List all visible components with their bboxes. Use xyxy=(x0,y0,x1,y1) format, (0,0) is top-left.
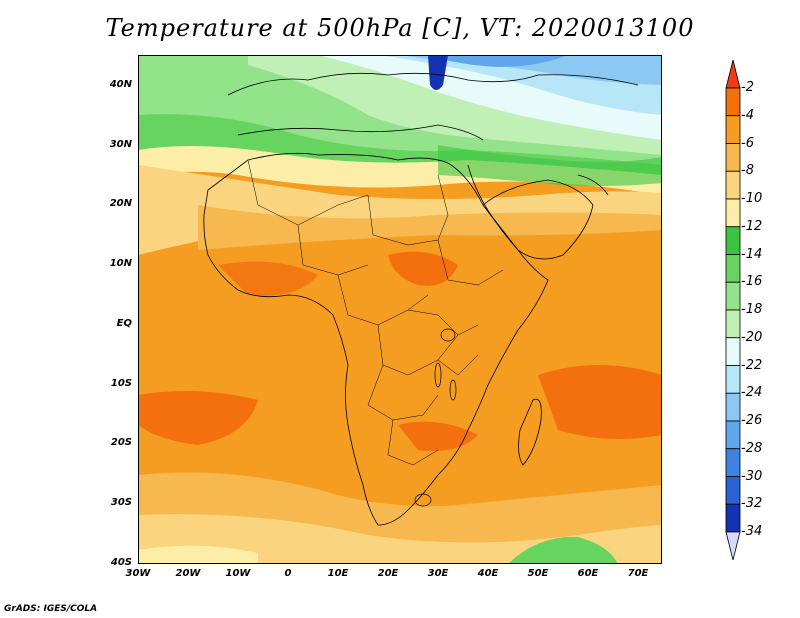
colorbar-level-label: -16 xyxy=(741,274,763,290)
europe-coast xyxy=(227,72,639,96)
lon-tick: 10E xyxy=(327,568,349,579)
lon-tick: 20W xyxy=(175,568,201,579)
colorbar-level-label: -8 xyxy=(741,163,754,179)
temperature-map xyxy=(138,55,662,564)
colorbar-level-label: -6 xyxy=(741,135,754,151)
warm-patch-west-africa xyxy=(218,261,318,296)
colorbar-bottom-triangle xyxy=(725,531,741,560)
lat-tick: 20S xyxy=(110,437,132,448)
lat-tick: 20N xyxy=(109,198,132,209)
colorbar-swatch xyxy=(725,503,741,533)
colorbar-swatch xyxy=(725,448,741,477)
lat-tick: 10N xyxy=(109,258,132,269)
colorbar-level-label: -10 xyxy=(741,191,763,206)
colorbar-level-label: -24 xyxy=(741,385,763,401)
colorbar-swatch xyxy=(725,87,741,117)
colorbar-level-label: -30 xyxy=(741,468,763,484)
lon-tick: 0 xyxy=(284,568,292,579)
arabian-peninsula xyxy=(482,179,594,260)
lat-tick: 30N xyxy=(109,139,132,150)
colorbar-top-triangle xyxy=(725,60,741,89)
africa-coast xyxy=(203,152,549,526)
colorbar-swatch xyxy=(725,365,741,394)
colorbar-swatch xyxy=(725,226,741,255)
warm-patch-central xyxy=(388,251,458,286)
lon-tick: 60E xyxy=(577,568,599,579)
colorbar-level-label: -32 xyxy=(741,496,763,512)
credit-text: GrADS: IGES/COLA xyxy=(4,604,98,614)
colorbar-swatch xyxy=(725,143,741,172)
colorbar-swatch xyxy=(725,115,741,144)
colorbar-level-label: -34 xyxy=(741,524,763,539)
lat-tick: 10S xyxy=(110,378,132,389)
band-minus-14-south xyxy=(508,536,618,564)
lon-tick: 70E xyxy=(627,568,649,579)
warm-patch-south xyxy=(398,421,478,451)
colorbar-level-label: -2 xyxy=(741,80,754,95)
colorbar-swatch xyxy=(725,281,741,311)
lat-tick: 40S xyxy=(110,557,132,568)
lon-tick: 20E xyxy=(377,568,399,579)
lakes xyxy=(414,328,457,507)
colorbar-swatch xyxy=(725,337,741,366)
colorbar-swatch xyxy=(725,254,741,283)
colorbar-level-label: -18 xyxy=(741,302,763,317)
country-borders xyxy=(247,159,504,466)
lon-tick: 30E xyxy=(427,568,449,579)
lon-tick: 40E xyxy=(477,568,499,579)
band-minus-28 xyxy=(428,55,568,67)
colorbar-level-label: -14 xyxy=(741,246,763,262)
cold-core xyxy=(428,55,448,90)
warm-patch-atlantic xyxy=(138,391,258,445)
mediterranean xyxy=(237,124,484,141)
colorbar-level-label: -4 xyxy=(741,107,754,123)
band-minus-10 xyxy=(138,165,662,255)
colorbar-level-label: -28 xyxy=(741,440,763,456)
colorbar xyxy=(725,60,741,560)
lon-tick: 50E xyxy=(527,568,549,579)
colorbar-swatch xyxy=(725,198,741,228)
warm-patch-indian xyxy=(538,365,662,439)
madagascar xyxy=(518,398,542,466)
colorbar-swatch xyxy=(725,170,741,200)
colorbar-level-label: -22 xyxy=(741,357,763,373)
band-minus-12-east xyxy=(438,145,662,186)
red-sea xyxy=(467,164,519,251)
lon-tick: 10W xyxy=(225,568,251,579)
chart-title: Temperature at 500hPa [C], VT: 202001310… xyxy=(105,14,695,42)
colorbar-level-label: -20 xyxy=(741,329,763,345)
band-minus-12-south xyxy=(138,545,258,564)
band-minus-8-sahara xyxy=(198,205,662,250)
colorbar-level-label: -12 xyxy=(741,218,763,234)
lon-tick: 30W xyxy=(125,568,151,579)
colorbar-swatch xyxy=(725,309,741,339)
map-frame xyxy=(138,55,662,564)
colorbar-swatch xyxy=(725,420,741,450)
lat-tick: 30S xyxy=(110,497,132,508)
lat-tick: EQ xyxy=(116,318,132,329)
colorbar-swatch xyxy=(725,476,741,505)
lat-tick: 40N xyxy=(109,79,132,90)
coastlines xyxy=(203,72,639,526)
colorbar-swatch xyxy=(725,392,741,422)
colorbar-level-label: -26 xyxy=(741,413,763,428)
persian-gulf xyxy=(577,174,609,196)
